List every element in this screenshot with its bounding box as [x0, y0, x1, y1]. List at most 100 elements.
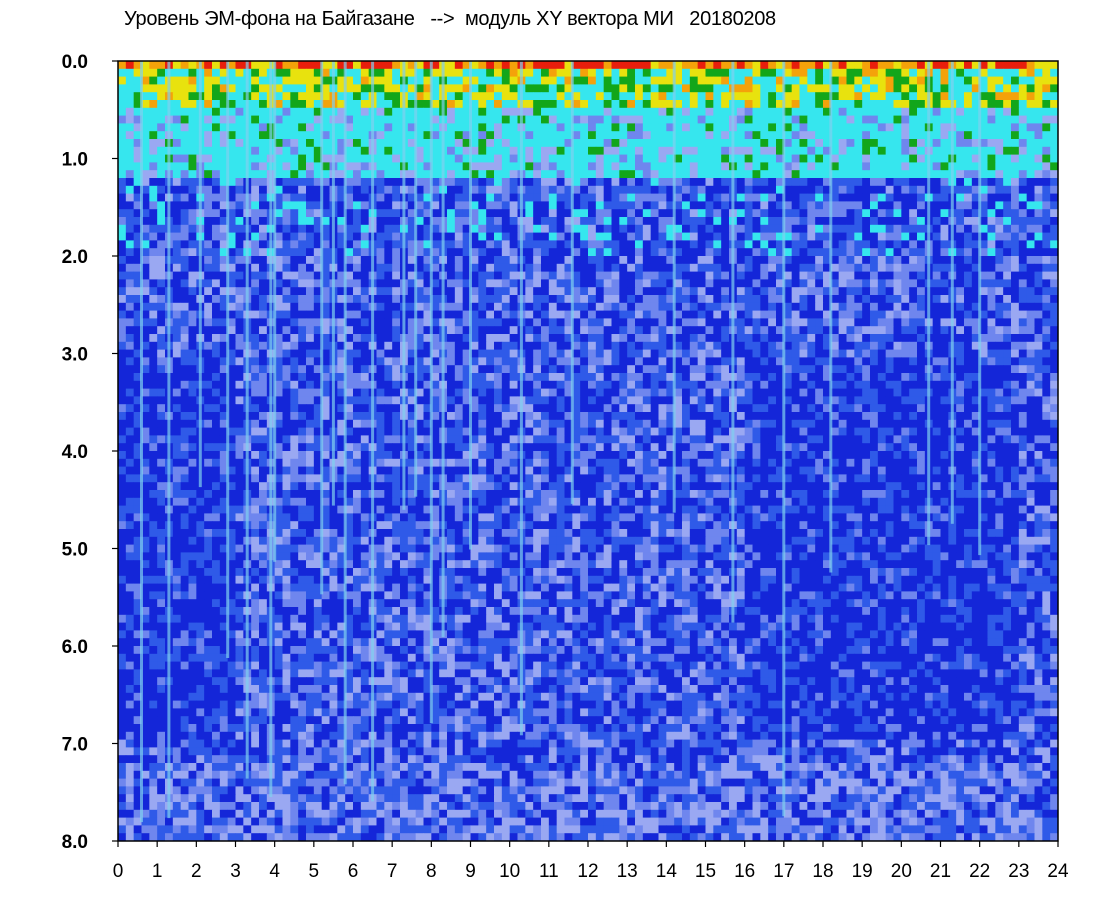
heatmap-cell — [541, 131, 550, 140]
heatmap-cell — [454, 84, 464, 93]
heatmap-cell — [1026, 295, 1035, 304]
heatmap-cell — [298, 131, 307, 140]
heatmap-cell — [1018, 123, 1028, 132]
heatmap-cell — [274, 334, 283, 343]
heatmap-cell — [595, 365, 605, 374]
heatmap-cell — [478, 287, 487, 296]
heatmap-cell — [188, 287, 197, 296]
heatmap-cell — [149, 162, 158, 171]
heatmap-cell — [556, 201, 565, 210]
heatmap-cell — [603, 178, 612, 187]
heatmap-cell — [290, 271, 299, 280]
heatmap-cell — [619, 357, 628, 366]
heatmap-cell — [548, 302, 558, 311]
heatmap-cell — [619, 201, 628, 210]
heatmap-cell — [501, 240, 511, 249]
heatmap-cell — [235, 92, 244, 101]
heatmap-cell — [259, 209, 268, 218]
heatmap-cell — [251, 240, 260, 249]
heatmap-cell — [854, 209, 863, 218]
heatmap-cell — [172, 318, 182, 327]
heatmap-cell — [212, 302, 221, 311]
heatmap-cell — [971, 295, 981, 304]
heatmap-cell — [407, 170, 417, 179]
heatmap-cell — [133, 146, 142, 155]
heatmap-cell — [235, 295, 244, 304]
heatmap-cell — [360, 373, 370, 382]
heatmap-cell — [674, 263, 683, 272]
heatmap-cell — [298, 100, 307, 109]
heatmap-cell — [541, 68, 550, 77]
heatmap-cell — [627, 326, 636, 335]
heatmap-cell — [721, 146, 730, 155]
heatmap-cell — [768, 185, 777, 194]
heatmap-cell — [376, 240, 385, 249]
heatmap-cell — [783, 162, 793, 171]
heatmap-cell — [1003, 123, 1012, 132]
heatmap-cell — [454, 68, 464, 77]
heatmap-cell — [478, 178, 487, 187]
heatmap-cell — [478, 224, 487, 233]
heatmap-cell — [478, 256, 487, 265]
heatmap-cell — [313, 256, 323, 265]
heatmap-cell — [180, 178, 189, 187]
heatmap-cell — [556, 271, 565, 280]
heatmap-cell — [188, 201, 197, 210]
heatmap-cell — [744, 100, 753, 109]
heatmap-cell — [1018, 154, 1028, 163]
heatmap-cell — [501, 170, 511, 179]
heatmap-cell — [1011, 224, 1020, 233]
heatmap-cell — [212, 154, 221, 163]
heatmap-cell — [337, 365, 346, 374]
heatmap-cell — [760, 295, 769, 304]
heatmap-cell — [227, 271, 236, 280]
heatmap-cell — [415, 357, 424, 366]
heatmap-cell — [125, 349, 135, 358]
heatmap-cell — [541, 193, 550, 202]
heatmap-cell — [580, 240, 589, 249]
heatmap-cell — [118, 287, 127, 296]
heatmap-cell — [353, 217, 362, 226]
heatmap-cell — [313, 201, 323, 210]
heatmap-cell — [149, 92, 158, 101]
heatmap-cell — [345, 107, 354, 116]
heatmap-cell — [509, 68, 518, 77]
heatmap-cell — [909, 162, 918, 171]
heatmap-cell — [689, 170, 699, 179]
heatmap-cell — [1011, 193, 1020, 202]
heatmap-cell — [580, 310, 589, 319]
heatmap-cell — [689, 92, 699, 101]
heatmap-cell — [580, 302, 589, 311]
heatmap-cell — [1042, 365, 1051, 374]
heatmap-cell — [533, 232, 542, 241]
heatmap-cell — [227, 232, 236, 241]
heatmap-cell — [635, 131, 644, 140]
heatmap-cell — [783, 107, 793, 116]
heatmap-cell — [650, 349, 659, 358]
heatmap-cell — [321, 146, 330, 155]
heatmap-cell — [979, 131, 988, 140]
heatmap-cell — [697, 365, 706, 374]
heatmap-cell — [682, 224, 691, 233]
heatmap-cell — [306, 185, 315, 194]
heatmap-cell — [956, 100, 965, 109]
heatmap-cell — [494, 154, 503, 163]
heatmap-cell — [282, 209, 291, 218]
heatmap-cell — [282, 373, 291, 382]
heatmap-cell — [901, 61, 910, 70]
heatmap-cell — [548, 201, 558, 210]
heatmap-cell — [251, 131, 260, 140]
heatmap-cell — [705, 287, 714, 296]
heatmap-cell — [611, 365, 620, 374]
heatmap-cell — [650, 178, 659, 187]
heatmap-cell — [353, 310, 362, 319]
heatmap-cell — [909, 248, 918, 257]
heatmap-cell — [901, 217, 910, 226]
heatmap-cell — [971, 107, 981, 116]
heatmap-cell — [431, 287, 440, 296]
heatmap-cell — [721, 302, 730, 311]
heatmap-cell — [1042, 154, 1051, 163]
heatmap-cell — [595, 185, 605, 194]
heatmap-cell — [862, 193, 871, 202]
heatmap-cell — [509, 248, 518, 257]
